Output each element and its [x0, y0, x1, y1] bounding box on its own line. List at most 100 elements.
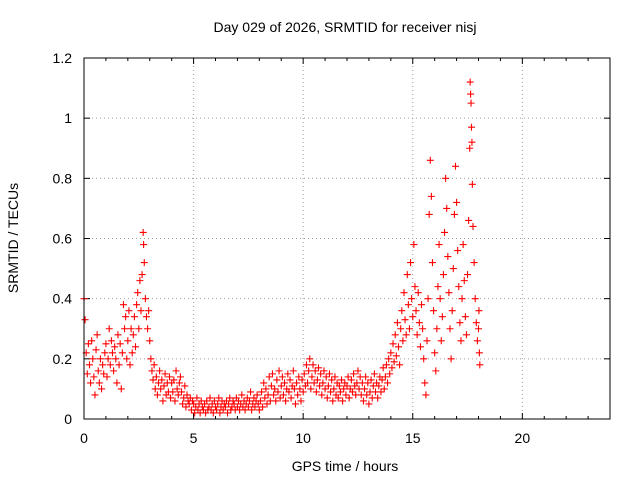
data-point [354, 367, 362, 375]
data-point [88, 337, 96, 345]
data-point [89, 355, 97, 363]
data-point [171, 397, 179, 405]
tick-labels: 0 5 10 15 20 0 0.2 0.4 0.6 0.8 1 1.2 [53, 50, 531, 446]
data-point [388, 364, 396, 372]
data-point [286, 376, 294, 384]
data-point [418, 301, 426, 309]
data-point [431, 349, 439, 357]
data-point [386, 370, 394, 378]
x-tick-label: 0 [80, 430, 88, 446]
data-point [321, 385, 329, 393]
data-point [92, 346, 100, 354]
data-point [272, 397, 280, 405]
data-point [421, 379, 429, 387]
data-point [428, 259, 436, 267]
data-point [150, 361, 158, 369]
data-point [106, 361, 114, 369]
data-point [210, 397, 218, 405]
data-point [345, 394, 353, 402]
data-point [334, 394, 342, 402]
data-point [475, 349, 483, 357]
x-tick-label: 5 [190, 430, 198, 446]
data-point [278, 373, 286, 381]
data-point [258, 388, 266, 396]
data-point [279, 391, 287, 399]
data-point [108, 349, 116, 357]
data-point [248, 406, 256, 414]
data-point [152, 373, 160, 381]
data-point [414, 289, 422, 297]
data-point [396, 361, 404, 369]
data-point [469, 222, 477, 230]
data-point [464, 271, 472, 279]
data-point [336, 388, 344, 396]
data-point [155, 379, 163, 387]
data-point [472, 319, 480, 327]
data-point [259, 403, 267, 411]
data-point [305, 367, 313, 375]
data-point [122, 313, 130, 321]
data-point [226, 394, 234, 402]
x-axis-title: GPS time / hours [292, 458, 399, 474]
data-point [438, 313, 446, 321]
x-tick-label: 15 [405, 430, 421, 446]
data-point [141, 295, 149, 303]
data-point [165, 373, 173, 381]
data-point [146, 337, 154, 345]
data-point [307, 385, 315, 393]
data-point [139, 228, 147, 236]
data-point [446, 325, 454, 333]
data-point [427, 192, 435, 200]
data-point [392, 352, 400, 360]
data-point [361, 385, 369, 393]
data-point [363, 391, 371, 399]
data-point [297, 397, 305, 405]
data-point [380, 385, 388, 393]
data-point [117, 385, 125, 393]
y-tick-label: 0 [64, 411, 72, 427]
data-point [102, 340, 110, 348]
data-point [390, 358, 398, 366]
data-point [96, 355, 104, 363]
data-point [127, 325, 135, 333]
data-point [241, 406, 249, 414]
data-point [310, 379, 318, 387]
data-point [273, 376, 281, 384]
data-point [385, 355, 393, 363]
data-point [119, 301, 127, 309]
data-point [93, 331, 101, 339]
axis-ticks [83, 57, 610, 420]
data-point [133, 301, 141, 309]
data-point [405, 325, 413, 333]
data-point [331, 373, 339, 381]
data-point [362, 373, 370, 381]
data-point [378, 376, 386, 384]
data-point [467, 99, 475, 107]
data-point [415, 319, 423, 327]
data-point [348, 388, 356, 396]
data-point [407, 259, 415, 267]
data-point [94, 367, 102, 375]
data-point [304, 379, 312, 387]
data-point [466, 144, 474, 152]
data-point [132, 343, 140, 351]
data-point [468, 180, 476, 188]
data-point [382, 361, 390, 369]
data-point [422, 391, 430, 399]
data-point [327, 388, 335, 396]
data-point [182, 403, 190, 411]
data-point [291, 400, 299, 408]
data-point [265, 373, 273, 381]
data-point [159, 397, 167, 405]
data-point [436, 295, 444, 303]
data-point [110, 367, 118, 375]
data-point [244, 403, 252, 411]
data-point [123, 355, 131, 363]
data-point [476, 361, 484, 369]
data-point [216, 409, 224, 417]
data-point [130, 313, 138, 321]
data-point [467, 123, 475, 131]
data-point [338, 376, 346, 384]
data-point [289, 367, 297, 375]
data-point [112, 355, 120, 363]
